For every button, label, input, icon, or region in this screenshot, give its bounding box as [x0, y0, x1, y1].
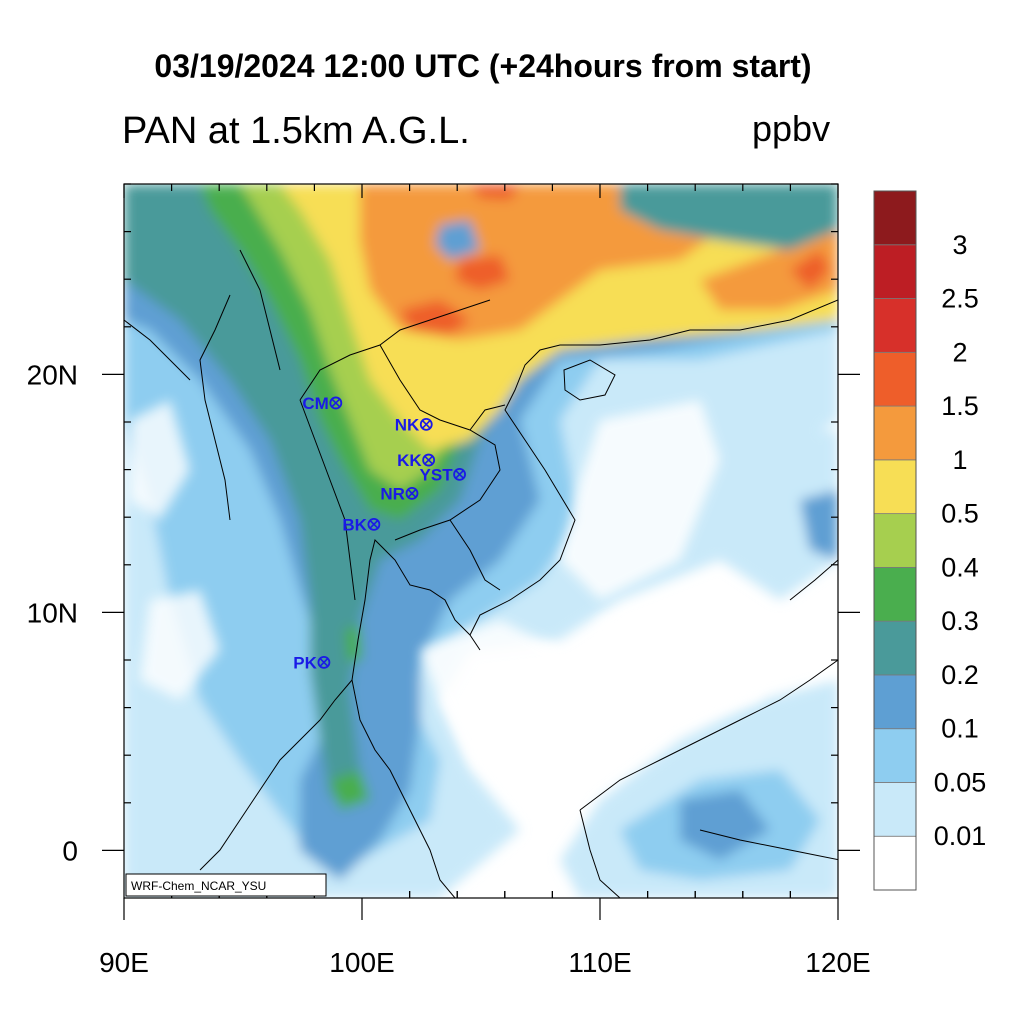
colorbar-label: 0.3 — [941, 606, 979, 636]
colorbar-label: 0.5 — [941, 499, 979, 529]
station-marker-icon — [453, 467, 466, 481]
colorbar-label: 0.1 — [941, 714, 979, 744]
model-credit: WRF-Chem_NCAR_YSU — [125, 873, 327, 897]
y-axis-labels: 20N 10N 0 — [27, 359, 78, 866]
x-tick-label: 90E — [99, 947, 149, 978]
coastlines — [124, 294, 838, 898]
station-marker-icon — [317, 655, 331, 669]
colorbar-swatch — [873, 351, 917, 407]
station-marker-icon — [329, 396, 343, 410]
colorbar-swatch — [873, 513, 917, 568]
colorbar-label: 1.5 — [941, 391, 979, 421]
station-label: YST — [420, 465, 454, 484]
colorbar-swatch — [873, 620, 917, 676]
country-borders — [239, 249, 838, 861]
colorbar-swatch — [873, 782, 917, 837]
pan-concentration-field — [124, 184, 838, 898]
station-label: PK — [293, 653, 317, 672]
station-bk: BK — [342, 515, 381, 534]
station-marker-icon — [419, 417, 433, 431]
station-label: KK — [397, 451, 422, 470]
variable-title: PAN at 1.5km A.G.L. — [122, 110, 470, 152]
colorbar-swatch — [873, 566, 917, 622]
x-tick-label: 110E — [568, 947, 631, 978]
colorbar: 0.01 0.05 0.1 0.2 0.3 0.4 0.5 1 1.5 2 2.5 3 — [873, 190, 987, 891]
station-label: NK — [395, 415, 420, 434]
chart-title: 03/19/2024 12:00 UTC (+24hours from star… — [154, 48, 812, 84]
y-tick-label: 20N — [27, 359, 78, 390]
station-marker-icon — [422, 453, 436, 467]
y-tick-label: 10N — [27, 597, 78, 628]
station-nk: NK — [395, 415, 433, 434]
station-cm: CM — [302, 394, 343, 413]
station-pk: PK — [293, 653, 331, 672]
colorbar-label: 3 — [952, 230, 967, 260]
colorbar-swatch — [873, 405, 917, 461]
colorbar-swatch — [873, 459, 917, 515]
units-label: ppbv — [752, 108, 831, 149]
colorbar-label: 0.4 — [941, 552, 979, 582]
colorbar-label: 2.5 — [941, 284, 979, 314]
colorbar-swatch — [873, 728, 917, 783]
colorbar-label: 0.2 — [941, 660, 979, 690]
map-frame — [123, 183, 839, 899]
station-marker-icon — [367, 517, 381, 531]
station-label: BK — [342, 515, 367, 534]
colorbar-swatch — [873, 298, 917, 353]
colorbar-label: 1 — [952, 445, 967, 475]
station-marker-icon — [405, 486, 419, 500]
station-nr: NR — [380, 484, 419, 503]
station-kk: KK — [397, 451, 436, 470]
colorbar-label: 0.05 — [934, 767, 987, 797]
colorbar-swatch — [873, 190, 917, 246]
colorbar-swatch — [873, 835, 917, 891]
x-axis-labels: 90E 100E 110E 120E — [99, 947, 871, 978]
colorbar-swatch — [873, 244, 917, 299]
station-label: CM — [302, 394, 328, 413]
model-credit-text: WRF-Chem_NCAR_YSU — [131, 879, 266, 893]
x-tick-label: 100E — [329, 947, 394, 978]
y-tick-label: 0 — [62, 835, 78, 866]
colorbar-swatch — [873, 674, 917, 730]
colorbar-label: 0.01 — [934, 821, 987, 851]
colorbar-label: 2 — [952, 337, 967, 367]
station-label: NR — [380, 484, 405, 503]
x-tick-label: 120E — [805, 947, 870, 978]
station-yst: YST — [420, 465, 466, 484]
